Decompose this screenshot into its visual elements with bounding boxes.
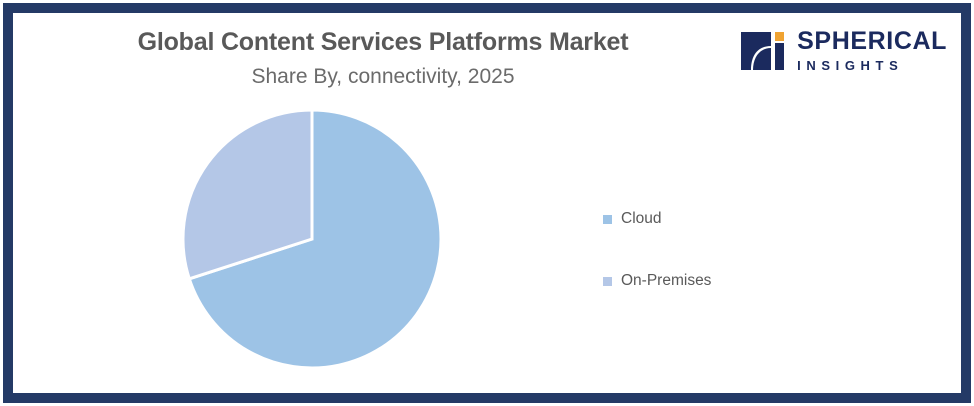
chart-title: Global Content Services Platforms Market	[137, 28, 629, 56]
logo-line-2: INSIGHTS	[797, 58, 904, 73]
chart-content-area: Global Content Services Platforms Market…	[13, 13, 961, 393]
brand-logo: SPHERICAL INSIGHTS	[741, 29, 947, 72]
legend-swatch-on-premises	[603, 276, 612, 286]
pie-slice-cloud	[187, 110, 441, 368]
chart-legend: Cloud On-Premises	[603, 208, 823, 292]
chart-subtitle: Share By, connectivity, 2025	[251, 65, 515, 88]
spherical-insights-mark-icon	[741, 30, 788, 72]
logo-wordmark: SPHERICAL INSIGHTS	[797, 27, 947, 73]
legend-item-on-premises[interactable]: On-Premises	[603, 270, 823, 292]
legend-swatch-cloud	[603, 214, 612, 224]
pie-chart	[183, 110, 441, 368]
legend-item-cloud[interactable]: Cloud	[603, 208, 823, 230]
pie-slice-on-premises	[183, 110, 314, 281]
legend-label-cloud: Cloud	[621, 210, 662, 227]
logo-line-1: SPHERICAL	[797, 27, 947, 55]
legend-label-on-premises: On-Premises	[621, 272, 712, 289]
